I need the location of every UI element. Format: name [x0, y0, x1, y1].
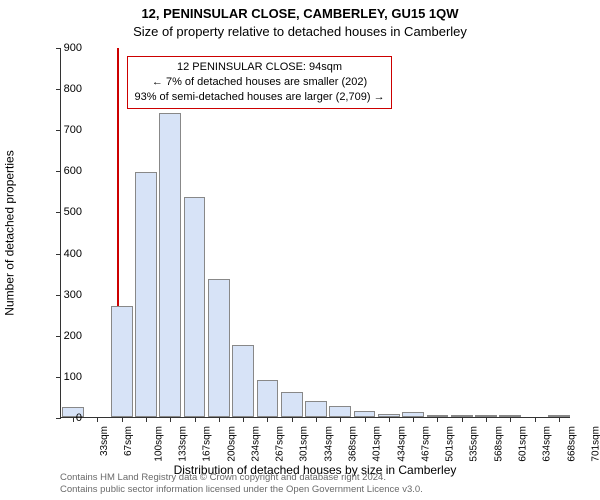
x-tick: [170, 417, 171, 422]
x-tick: [365, 417, 366, 422]
plot-area: 12 PENINSULAR CLOSE: 94sqm ← 7% of detac…: [60, 48, 570, 418]
x-tick: [219, 417, 220, 422]
annotation-line3: 93% of semi-detached houses are larger (…: [134, 90, 384, 105]
x-tick-label: 535sqm: [469, 426, 480, 462]
x-tick-label: 634sqm: [542, 426, 553, 462]
histogram-bar: [184, 197, 206, 417]
x-tick: [462, 417, 463, 422]
x-tick-label: 368sqm: [348, 426, 359, 462]
histogram-bar: [257, 380, 279, 417]
histogram-bar: [208, 279, 230, 417]
x-tick-label: 601sqm: [518, 426, 529, 462]
y-tick-label: 800: [64, 83, 82, 95]
x-tick-label: 200sqm: [226, 426, 237, 462]
x-tick-label: 434sqm: [396, 426, 407, 462]
y-tick-label: 0: [76, 412, 82, 424]
y-tick: [56, 254, 61, 255]
x-tick-label: 133sqm: [178, 426, 189, 462]
y-tick-label: 400: [64, 248, 82, 260]
y-tick-label: 300: [64, 289, 82, 301]
x-tick: [195, 417, 196, 422]
y-tick-label: 600: [64, 165, 82, 177]
x-tick-label: 301sqm: [299, 426, 310, 462]
y-tick: [56, 48, 61, 49]
x-tick-label: 67sqm: [123, 426, 134, 456]
x-tick-label: 501sqm: [445, 426, 456, 462]
x-tick: [73, 417, 74, 422]
chart-title-sub: Size of property relative to detached ho…: [0, 24, 600, 39]
y-tick: [56, 212, 61, 213]
x-tick: [486, 417, 487, 422]
x-tick-label: 167sqm: [202, 426, 213, 462]
histogram-bar: [111, 306, 133, 417]
x-tick-label: 701sqm: [590, 426, 600, 462]
x-tick: [267, 417, 268, 422]
histogram-bar: [329, 406, 351, 418]
x-tick: [535, 417, 536, 422]
x-tick: [243, 417, 244, 422]
y-tick-label: 200: [64, 330, 82, 342]
annotation-line2: ← 7% of detached houses are smaller (202…: [134, 75, 384, 90]
x-tick: [340, 417, 341, 422]
x-tick: [292, 417, 293, 422]
chart-title-main: 12, PENINSULAR CLOSE, CAMBERLEY, GU15 1Q…: [0, 6, 600, 21]
x-tick-label: 467sqm: [420, 426, 431, 462]
x-tick-label: 234sqm: [250, 426, 261, 462]
y-tick: [56, 418, 61, 419]
histogram-bar: [281, 392, 303, 417]
histogram-bar: [135, 172, 157, 417]
footer-line1: Contains HM Land Registry data © Crown c…: [60, 472, 570, 484]
footer-line2: Contains public sector information licen…: [60, 484, 570, 496]
y-tick: [56, 171, 61, 172]
histogram-bar: [159, 113, 181, 417]
x-tick-label: 401sqm: [372, 426, 383, 462]
x-tick: [146, 417, 147, 422]
x-tick: [437, 417, 438, 422]
y-tick-label: 500: [64, 206, 82, 218]
y-tick: [56, 336, 61, 337]
x-tick: [510, 417, 511, 422]
y-tick-label: 900: [64, 42, 82, 54]
x-tick: [316, 417, 317, 422]
y-tick-label: 100: [64, 371, 82, 383]
y-tick: [56, 377, 61, 378]
histogram-bar: [305, 401, 327, 417]
x-tick-label: 568sqm: [493, 426, 504, 462]
histogram-bar: [232, 345, 254, 417]
x-tick: [122, 417, 123, 422]
annotation-line1: 12 PENINSULAR CLOSE: 94sqm: [134, 60, 384, 75]
x-tick-label: 267sqm: [275, 426, 286, 462]
y-axis-label: Number of detached properties: [0, 48, 20, 418]
annotation-box: 12 PENINSULAR CLOSE: 94sqm ← 7% of detac…: [127, 56, 391, 109]
x-tick: [413, 417, 414, 422]
y-tick-label: 700: [64, 124, 82, 136]
x-tick: [97, 417, 98, 422]
x-tick-label: 33sqm: [99, 426, 110, 456]
x-tick-label: 668sqm: [566, 426, 577, 462]
x-tick-label: 334sqm: [323, 426, 334, 462]
y-tick: [56, 89, 61, 90]
y-tick: [56, 295, 61, 296]
x-tick-label: 100sqm: [153, 426, 164, 462]
footer-attribution: Contains HM Land Registry data © Crown c…: [60, 472, 570, 496]
x-tick: [389, 417, 390, 422]
y-tick: [56, 130, 61, 131]
x-tick: [559, 417, 560, 422]
